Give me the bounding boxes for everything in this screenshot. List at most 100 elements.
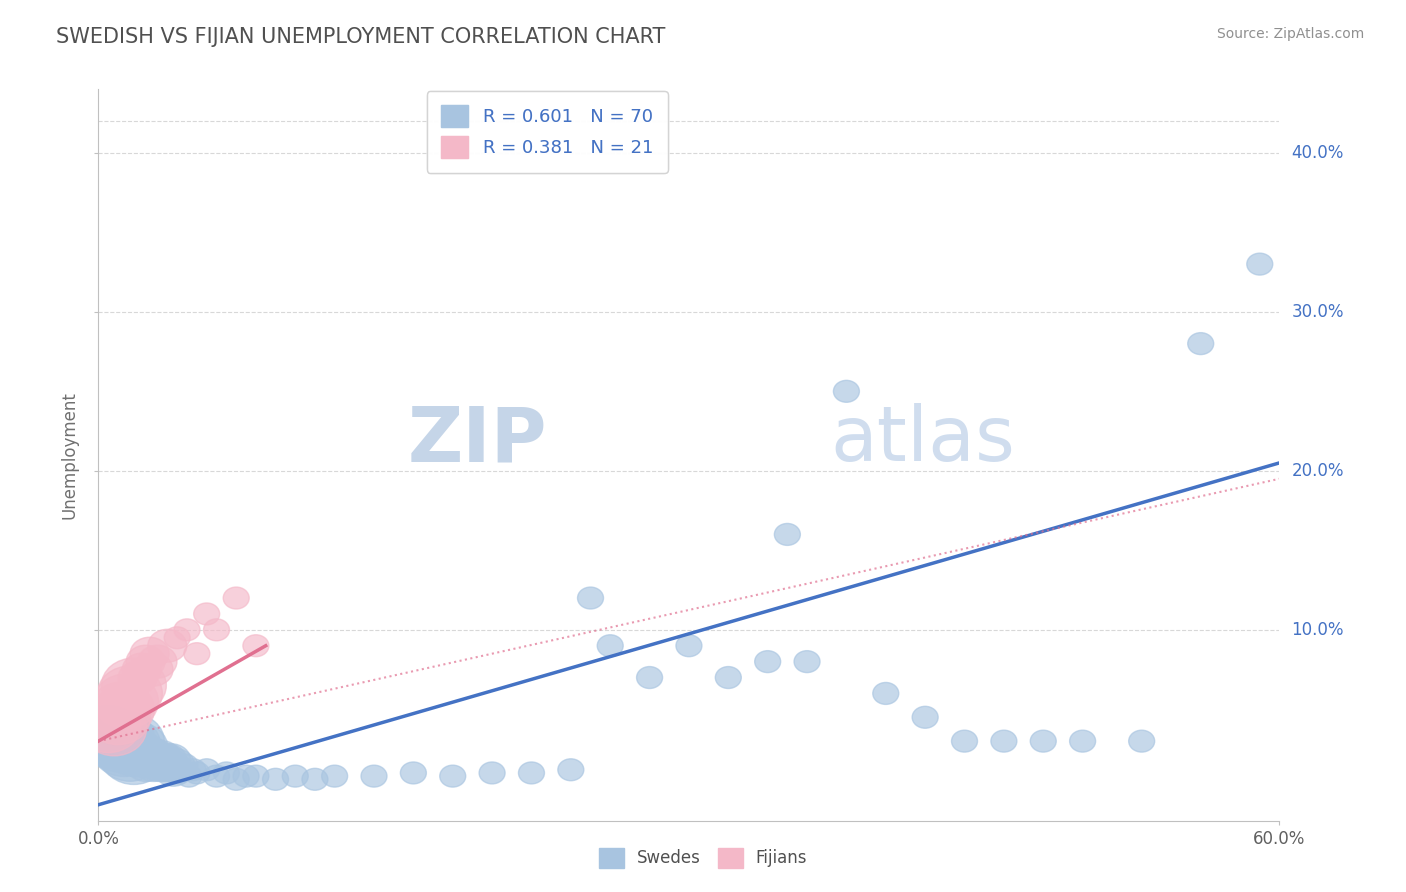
Ellipse shape [165, 627, 190, 648]
Ellipse shape [153, 754, 193, 786]
Ellipse shape [146, 748, 184, 781]
Ellipse shape [122, 653, 162, 686]
Ellipse shape [101, 730, 166, 784]
Ellipse shape [637, 666, 662, 689]
Ellipse shape [148, 744, 187, 777]
Ellipse shape [165, 762, 190, 784]
Ellipse shape [94, 674, 159, 729]
Ellipse shape [558, 759, 583, 780]
Ellipse shape [204, 765, 229, 787]
Ellipse shape [440, 765, 465, 787]
Ellipse shape [101, 658, 166, 713]
Ellipse shape [263, 768, 288, 790]
Ellipse shape [912, 706, 938, 728]
Legend: Swedes, Fijians: Swedes, Fijians [592, 841, 814, 875]
Ellipse shape [233, 765, 259, 787]
Ellipse shape [121, 738, 159, 771]
Ellipse shape [127, 645, 165, 678]
Ellipse shape [169, 759, 194, 780]
Text: 30.0%: 30.0% [1291, 302, 1344, 321]
Ellipse shape [138, 645, 177, 678]
Ellipse shape [174, 619, 200, 640]
Ellipse shape [142, 740, 181, 773]
Ellipse shape [100, 714, 165, 769]
Ellipse shape [138, 744, 177, 777]
Ellipse shape [243, 765, 269, 787]
Ellipse shape [131, 744, 169, 777]
Ellipse shape [104, 722, 169, 777]
Ellipse shape [86, 690, 150, 745]
Ellipse shape [76, 706, 141, 761]
Ellipse shape [136, 740, 174, 773]
Ellipse shape [91, 722, 156, 777]
Ellipse shape [128, 740, 167, 773]
Ellipse shape [322, 765, 347, 787]
Ellipse shape [150, 748, 188, 781]
Ellipse shape [775, 524, 800, 545]
Ellipse shape [755, 650, 780, 673]
Ellipse shape [361, 765, 387, 787]
Ellipse shape [132, 738, 172, 771]
Ellipse shape [152, 744, 191, 777]
Ellipse shape [90, 711, 155, 765]
Y-axis label: Unemployment: Unemployment [60, 391, 79, 519]
Ellipse shape [1188, 333, 1213, 355]
Text: Source: ZipAtlas.com: Source: ZipAtlas.com [1216, 27, 1364, 41]
Ellipse shape [90, 681, 155, 737]
Ellipse shape [194, 759, 219, 780]
Ellipse shape [794, 650, 820, 673]
Ellipse shape [952, 731, 977, 752]
Ellipse shape [283, 765, 308, 787]
Ellipse shape [180, 759, 205, 780]
Ellipse shape [184, 762, 209, 784]
Ellipse shape [127, 748, 165, 781]
Ellipse shape [1247, 253, 1272, 275]
Ellipse shape [184, 643, 209, 665]
Ellipse shape [141, 748, 179, 781]
Ellipse shape [176, 765, 202, 787]
Text: atlas: atlas [831, 403, 1015, 477]
Ellipse shape [224, 587, 249, 609]
Ellipse shape [204, 619, 229, 640]
Ellipse shape [118, 661, 157, 694]
Ellipse shape [172, 754, 198, 776]
Text: 20.0%: 20.0% [1291, 462, 1344, 480]
Text: ZIP: ZIP [408, 403, 547, 477]
Ellipse shape [131, 637, 169, 670]
Ellipse shape [76, 698, 141, 753]
Ellipse shape [194, 603, 219, 625]
Legend: R = 0.601   N = 70, R = 0.381   N = 21: R = 0.601 N = 70, R = 0.381 N = 21 [427, 91, 668, 173]
Ellipse shape [82, 714, 146, 769]
Ellipse shape [302, 768, 328, 790]
Ellipse shape [97, 726, 162, 781]
Ellipse shape [1129, 731, 1154, 752]
Ellipse shape [479, 762, 505, 784]
Ellipse shape [224, 768, 249, 790]
Ellipse shape [243, 635, 269, 657]
Ellipse shape [82, 701, 146, 756]
Ellipse shape [122, 740, 162, 773]
Ellipse shape [873, 682, 898, 705]
Ellipse shape [578, 587, 603, 609]
Ellipse shape [214, 762, 239, 784]
Ellipse shape [86, 717, 150, 772]
Ellipse shape [676, 635, 702, 657]
Ellipse shape [97, 666, 162, 721]
Ellipse shape [134, 653, 173, 686]
Ellipse shape [124, 732, 163, 765]
Ellipse shape [148, 629, 187, 662]
Text: 40.0%: 40.0% [1291, 144, 1344, 161]
Ellipse shape [401, 762, 426, 784]
Ellipse shape [519, 762, 544, 784]
Ellipse shape [1070, 731, 1095, 752]
Ellipse shape [834, 380, 859, 402]
Ellipse shape [1031, 731, 1056, 752]
Text: SWEDISH VS FIJIAN UNEMPLOYMENT CORRELATION CHART: SWEDISH VS FIJIAN UNEMPLOYMENT CORRELATI… [56, 27, 665, 46]
Ellipse shape [118, 744, 157, 777]
Ellipse shape [134, 748, 173, 781]
Ellipse shape [96, 717, 160, 772]
Ellipse shape [991, 731, 1017, 752]
Ellipse shape [716, 666, 741, 689]
Text: 10.0%: 10.0% [1291, 621, 1344, 639]
Ellipse shape [156, 748, 194, 781]
